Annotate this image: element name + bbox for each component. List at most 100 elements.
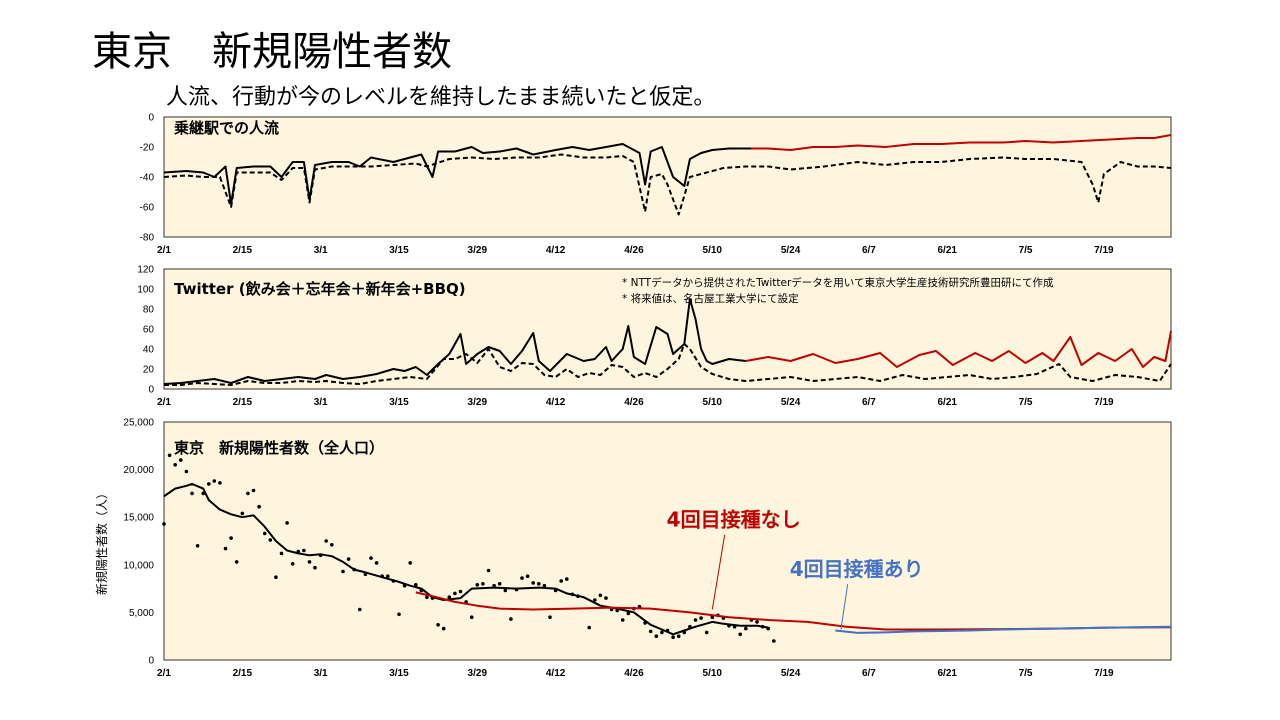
chart-2-xtick: 5/24 (781, 397, 801, 408)
chart-3-data-point (179, 458, 183, 462)
chart-3-data-point (162, 522, 166, 526)
chart-2-series-line-1 (163, 298, 746, 385)
chart-3-data-point (648, 629, 653, 634)
chart-3-data-point (727, 623, 731, 628)
chart-3-data-point (330, 543, 334, 547)
chart-3-data-point (542, 583, 547, 588)
chart-3-ytick: 5,000 (129, 608, 154, 619)
chart-3-data-point (520, 576, 524, 580)
chart-2-series-line-2 (164, 343, 1172, 386)
chart-3-data-point (436, 623, 440, 627)
chart-1-xtick: 5/10 (703, 245, 723, 256)
chart-2-xtick: 2/15 (233, 397, 253, 408)
chart-1-title: 乗継駅での人流 (174, 119, 279, 137)
chart-3-xtick: 7/5 (1019, 668, 1033, 679)
chart-3-data-point (352, 567, 357, 572)
chart-1-xtick: 2/1 (157, 245, 171, 256)
chart-3-data-point (363, 572, 368, 577)
chart-1-series-line-3 (751, 134, 1172, 151)
chart-3-xtick: 6/7 (862, 668, 876, 679)
chart-3-ytick: 0 (148, 656, 154, 667)
chart-1-xtick: 4/12 (546, 245, 566, 256)
chart-3-data-point (503, 588, 508, 593)
chart-3-series-line-1 (163, 482, 769, 636)
chart-3-data-point (626, 611, 631, 616)
chart-3-data-point (453, 591, 457, 596)
chart-3-data-point (604, 596, 608, 600)
chart-3-data-point (537, 582, 541, 586)
chart-3-xtick: 5/10 (703, 668, 723, 679)
chart-3-data-point (369, 556, 373, 560)
chart-2-xtick: 3/29 (468, 397, 488, 408)
chart-3-data-point (525, 574, 530, 578)
chart-3-data-point (419, 588, 424, 593)
chart-3-data-point (229, 536, 233, 540)
chart-1-xtick: 3/29 (468, 245, 488, 256)
chart-3-xtick: 5/24 (781, 668, 801, 679)
chart-2-xtick: 4/26 (624, 397, 644, 408)
chart-2-title: Twitter (飲み会＋忘年会＋新年会+BBQ) (174, 280, 466, 298)
chart-3-data-point (313, 565, 317, 570)
chart-3-title: 東京 新規陽性者数（全人口） (174, 439, 384, 457)
chart-2-xtick: 2/1 (157, 397, 171, 408)
chart-3-data-point (620, 618, 625, 622)
chart-3-data-point (772, 639, 776, 643)
chart-3-data-point (234, 560, 239, 564)
chart-3-ytick: 15,000 (123, 513, 154, 524)
chart-2-ytick: 100 (137, 285, 154, 296)
chart-3-data-point (509, 617, 513, 621)
chart-3-data-point (615, 608, 619, 613)
chart-3-data-point (290, 562, 295, 566)
chart-3-xtick: 2/15 (233, 668, 253, 679)
chart-3-data-point (665, 628, 670, 633)
chart-3-data-point (190, 491, 194, 496)
chart-3-ytick: 10,000 (123, 560, 154, 571)
chart-2-xtick: 7/5 (1019, 397, 1033, 408)
chart-3-data-point (565, 577, 569, 581)
chart-3-data-point (710, 615, 715, 619)
chart-3-data-point (414, 583, 418, 587)
chart-1-xtick: 5/24 (781, 245, 801, 256)
chart-3-data-point (654, 634, 659, 638)
chart-3-data-point (207, 482, 211, 486)
chart-3-data-point (184, 469, 189, 474)
chart-3-data-point (212, 479, 217, 483)
chart-3-data-point (167, 453, 172, 458)
chart-1-ytick: -60 (140, 203, 155, 214)
chart-3-data-point (755, 620, 759, 624)
page-subtitle: 人流、行動が今のレベルを維持したまま続いたと仮定。 (166, 85, 716, 110)
chart-3-data-point (744, 626, 748, 631)
chart-1-series-line-2 (163, 153, 1172, 216)
chart-1-ytick: 0 (148, 113, 154, 124)
chart-3-xtick: 6/21 (937, 668, 957, 679)
annotation-label: 4回目接種なし (667, 508, 801, 532)
chart-2-xtick: 6/21 (937, 397, 957, 408)
chart-3-data-point (475, 583, 480, 587)
chart-3-data-point (223, 546, 228, 551)
chart-3-data-point (514, 587, 519, 592)
chart-3-data-point (576, 594, 580, 598)
chart-3-data-point (307, 560, 312, 564)
chart-3-data-point (257, 504, 261, 509)
chart-3-data-point (492, 583, 496, 588)
chart-3-data-point (296, 549, 301, 554)
chart-3-data-point (458, 589, 463, 594)
chart-3-data-point (246, 491, 250, 496)
chart-3-data-point (173, 463, 177, 467)
chart-3-data-point (358, 607, 362, 612)
chart-1-plot-area (163, 116, 1172, 238)
chart-2-ytick: 40 (143, 345, 155, 356)
chart-3-data-point (732, 624, 737, 629)
chart-3-data-point (318, 553, 323, 558)
chart-3-data-point (688, 624, 692, 629)
chart-1-xtick: 7/19 (1094, 245, 1114, 256)
chart-3-data-point (660, 630, 664, 635)
chart-1-xtick: 3/1 (314, 245, 328, 256)
chart-2-ytick: 60 (143, 325, 155, 336)
chart-3-data-point (553, 588, 558, 593)
chart-3-data-point (570, 592, 575, 597)
chart-3-data-point (497, 582, 502, 586)
chart-3-data-point (469, 615, 474, 619)
chart-3-data-point (760, 624, 765, 629)
chart-3-xtick: 4/12 (546, 668, 566, 679)
